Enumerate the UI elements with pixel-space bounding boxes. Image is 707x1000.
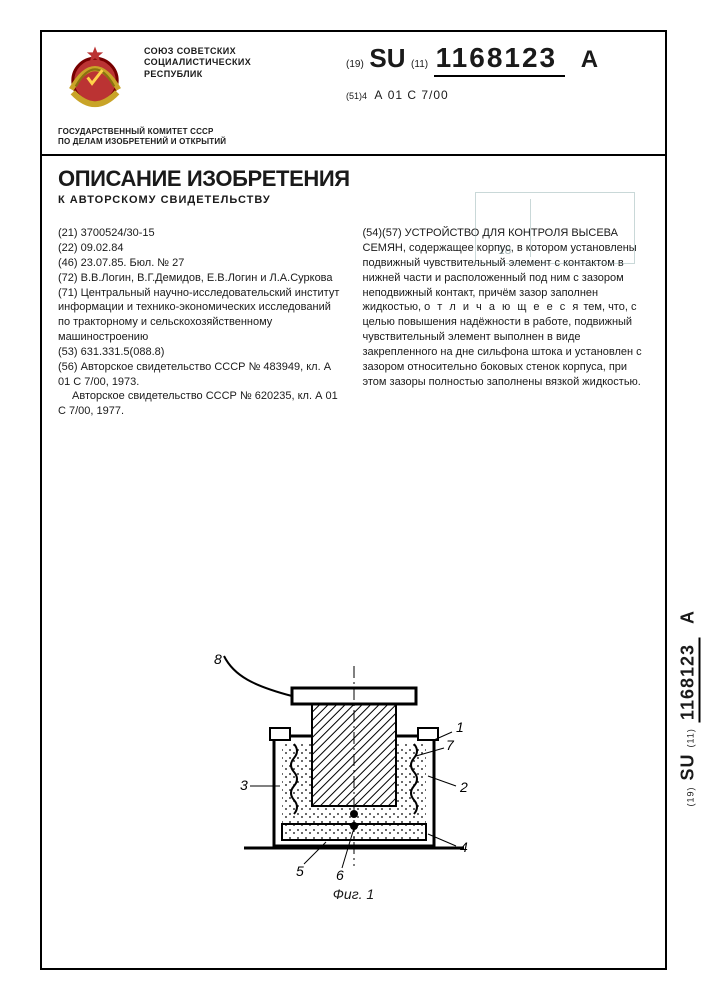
field-56b: Авторское свидетельство СССР № 620235, к… [58, 389, 345, 419]
org-name: СОЮЗ СОВЕТСКИХ СОЦИАЛИСТИЧЕСКИХ РЕСПУБЛИ… [144, 42, 304, 80]
side-19: (19) [686, 786, 696, 806]
side-publication-label: (19) SU (11) 1168123 A [671, 919, 705, 940]
left-column: (21) 3700524/30-15 (22) 09.02.84 (46) 23… [58, 226, 345, 419]
side-11: (11) [686, 728, 696, 747]
ref-8: 8 [214, 651, 222, 667]
ref-2: 2 [459, 779, 468, 795]
field-72: (72) В.В.Логин, В.Г.Демидов, Е.В.Логин и… [58, 271, 345, 286]
figure-1-drawing: 1 2 3 4 5 6 7 8 [184, 636, 524, 896]
field-53: (53) 631.331.5(088.8) [58, 345, 345, 360]
kind-code: A [581, 46, 598, 73]
stamp-mark: 18 [498, 243, 511, 257]
ref-5: 5 [296, 863, 304, 879]
header: СОЮЗ СОВЕТСКИХ СОЦИАЛИСТИЧЕСКИХ РЕСПУБЛИ… [42, 32, 665, 127]
abstract-distinguishing: о т л и ч а ю щ е е с я [424, 301, 580, 313]
field-46: (46) 23.07.85. Бюл. № 27 [58, 256, 345, 271]
side-number: 1168123 [678, 638, 701, 722]
abstract-tail: тем, что, с целью повышения надёжности в… [363, 301, 642, 387]
ref-4: 4 [460, 839, 468, 855]
ref-6: 6 [336, 867, 344, 883]
document-title: ОПИСАНИЕ ИЗОБРЕТЕНИЯ [58, 166, 649, 192]
field-21: (21) 3700524/30-15 [58, 226, 345, 241]
field-19: (19) [346, 59, 364, 70]
ref-3: 3 [240, 777, 248, 793]
side-cc: SU [678, 753, 698, 780]
side-kind: A [678, 610, 698, 624]
field-51: (51)4 [346, 91, 367, 101]
ipc-class: А 01 С 7/00 [374, 88, 448, 102]
publication-block: (19) SU (11) 1168123 A (51)4 А 01 С 7/00 [316, 42, 649, 102]
figure-caption: Фиг. 1 [42, 886, 665, 902]
field-71: (71) Центральный научно-исследовательски… [58, 286, 345, 345]
figure-area: 1 2 3 4 5 6 7 8 Фиг. 1 [42, 656, 665, 956]
registry-stamp: 18 [475, 192, 635, 264]
ref-1: 1 [456, 719, 464, 735]
field-56a: (56) Авторское свидетельство СССР № 4839… [58, 360, 345, 390]
patent-page: СОЮЗ СОВЕТСКИХ СОЦИАЛИСТИЧЕСКИХ РЕСПУБЛИ… [40, 30, 667, 970]
state-emblem [58, 42, 132, 121]
country-code: SU [369, 43, 405, 73]
field-22: (22) 09.02.84 [58, 241, 345, 256]
ref-7: 7 [446, 737, 455, 753]
field-11: (11) [411, 59, 428, 70]
committee-name: ГОСУДАРСТВЕННЫЙ КОМИТЕТ СССР ПО ДЕЛАМ ИЗ… [42, 127, 665, 154]
publication-number: 1168123 [434, 42, 565, 77]
